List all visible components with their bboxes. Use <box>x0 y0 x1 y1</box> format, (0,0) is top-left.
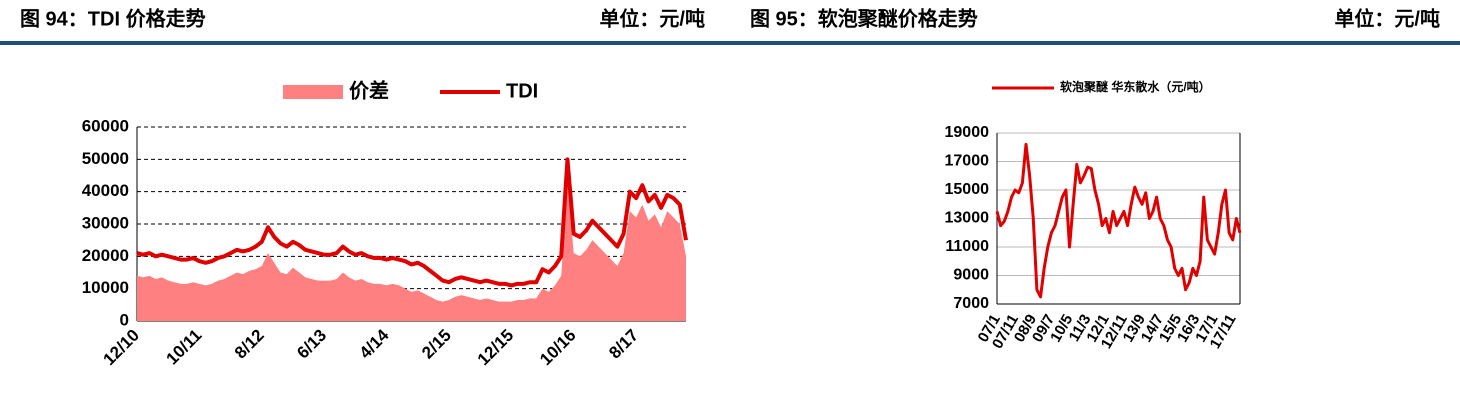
x-tick-label: 8/12 <box>231 326 268 363</box>
y-tick-label: 19000 <box>945 124 990 141</box>
y-tick-label: 15000 <box>945 181 990 198</box>
x-tick-label: 12/10 <box>99 326 143 370</box>
y-tick-label: 9000 <box>953 267 989 284</box>
y-tick-label: 11000 <box>945 238 989 255</box>
x-tick-label: 2/15 <box>418 326 455 363</box>
x-tick-label: 6/13 <box>293 326 330 363</box>
line <box>995 142 1242 299</box>
legend-swatch <box>283 85 343 99</box>
x-tick-label: 8/17 <box>605 326 642 363</box>
x-tick-label: 12/15 <box>474 326 518 370</box>
legend-label: 价差 <box>349 78 389 102</box>
unit-label: 单位：元/吨 <box>599 6 705 30</box>
y-tick-label: 20000 <box>82 246 129 265</box>
y-tick-label: 10000 <box>82 278 129 297</box>
y-tick-label: 13000 <box>945 210 990 227</box>
y-tick-label: 50000 <box>82 149 129 168</box>
area <box>137 181 686 321</box>
header-rule <box>0 41 1460 45</box>
y-tick-label: 7000 <box>953 295 989 312</box>
y-tick-label: 30000 <box>82 213 129 232</box>
line <box>136 157 688 288</box>
chart-title: 图 95：软泡聚醚价格走势 <box>750 6 978 30</box>
x-tick-label: 10/11 <box>163 326 206 369</box>
y-tick-label: 40000 <box>82 181 129 200</box>
x-tick-label: 10/16 <box>536 326 580 370</box>
y-tick-label: 0 <box>120 310 129 329</box>
x-tick-label: 4/14 <box>356 325 393 362</box>
chart-title: 图 94：TDI 价格走势 <box>20 6 206 30</box>
y-tick-label: 60000 <box>82 116 129 135</box>
legend-label: TDI <box>506 80 538 102</box>
y-tick-label: 17000 <box>945 153 990 170</box>
unit-label: 单位：元/吨 <box>1334 6 1440 30</box>
legend-label: 软泡聚醚 华东散水（元/吨） <box>1060 79 1211 94</box>
